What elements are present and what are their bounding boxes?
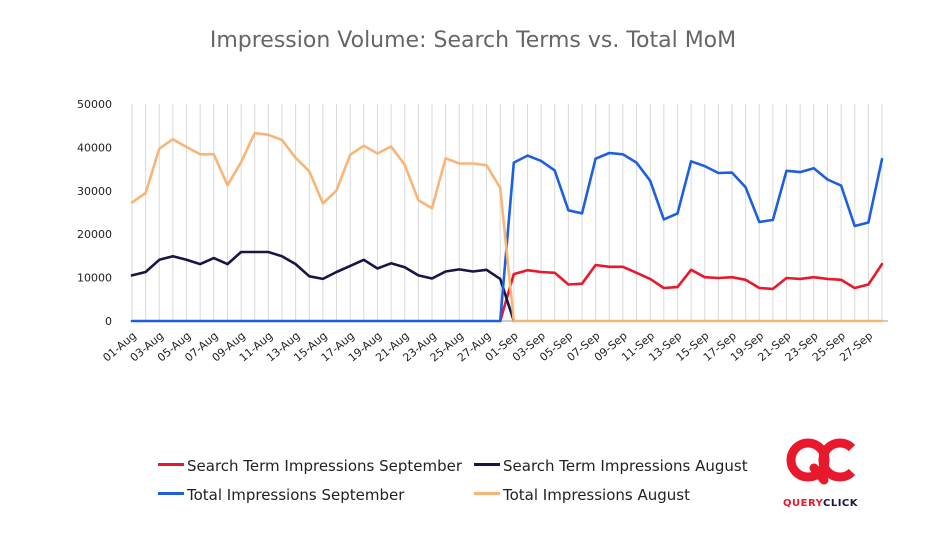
y-axis-ticks: 0 10000 20000 30000 40000 50000 bbox=[77, 98, 112, 328]
legend-swatch bbox=[158, 492, 184, 495]
legend-swatch bbox=[474, 463, 500, 466]
legend-item-search-september: Search Term Impressions September bbox=[158, 457, 462, 475]
y-tick-label: 30000 bbox=[77, 185, 112, 198]
x-axis-ticks: 01-Aug03-Aug05-Aug07-Aug09-Aug11-Aug13-A… bbox=[100, 329, 875, 364]
logo-text-query: QUERY bbox=[783, 498, 823, 509]
legend-swatch bbox=[158, 463, 184, 466]
line-chart: 0 10000 20000 30000 40000 50000 01-Aug03-Aug0… bbox=[77, 98, 888, 364]
y-tick-label: 50000 bbox=[77, 98, 112, 111]
y-tick-label: 10000 bbox=[77, 272, 112, 285]
legend-label: Total Impressions August bbox=[503, 486, 690, 504]
series-lines bbox=[130, 131, 884, 323]
legend-label: Total Impressions September bbox=[187, 486, 405, 504]
chart-title: Impression Volume: Search Terms vs. Tota… bbox=[209, 28, 737, 53]
series-line bbox=[498, 262, 884, 323]
y-tick-label: 20000 bbox=[77, 228, 112, 241]
legend-item-search-august: Search Term Impressions August bbox=[474, 457, 748, 475]
grid-lines bbox=[131, 104, 888, 322]
logo-wordmark: QUERYCLICK bbox=[783, 498, 858, 509]
series-line bbox=[130, 250, 516, 323]
y-tick-label: 0 bbox=[105, 315, 112, 328]
y-tick-label: 40000 bbox=[77, 141, 112, 154]
logo-text-click: CLICK bbox=[823, 498, 859, 509]
series-line bbox=[130, 131, 884, 323]
legend-swatch bbox=[474, 492, 500, 495]
legend-label: Search Term Impressions September bbox=[187, 457, 463, 475]
queryclick-logo bbox=[786, 438, 856, 485]
legend-label: Search Term Impressions August bbox=[503, 457, 748, 475]
legend-item-total-august: Total Impressions August bbox=[474, 486, 690, 504]
legend-item-total-september: Total Impressions September bbox=[158, 486, 404, 504]
